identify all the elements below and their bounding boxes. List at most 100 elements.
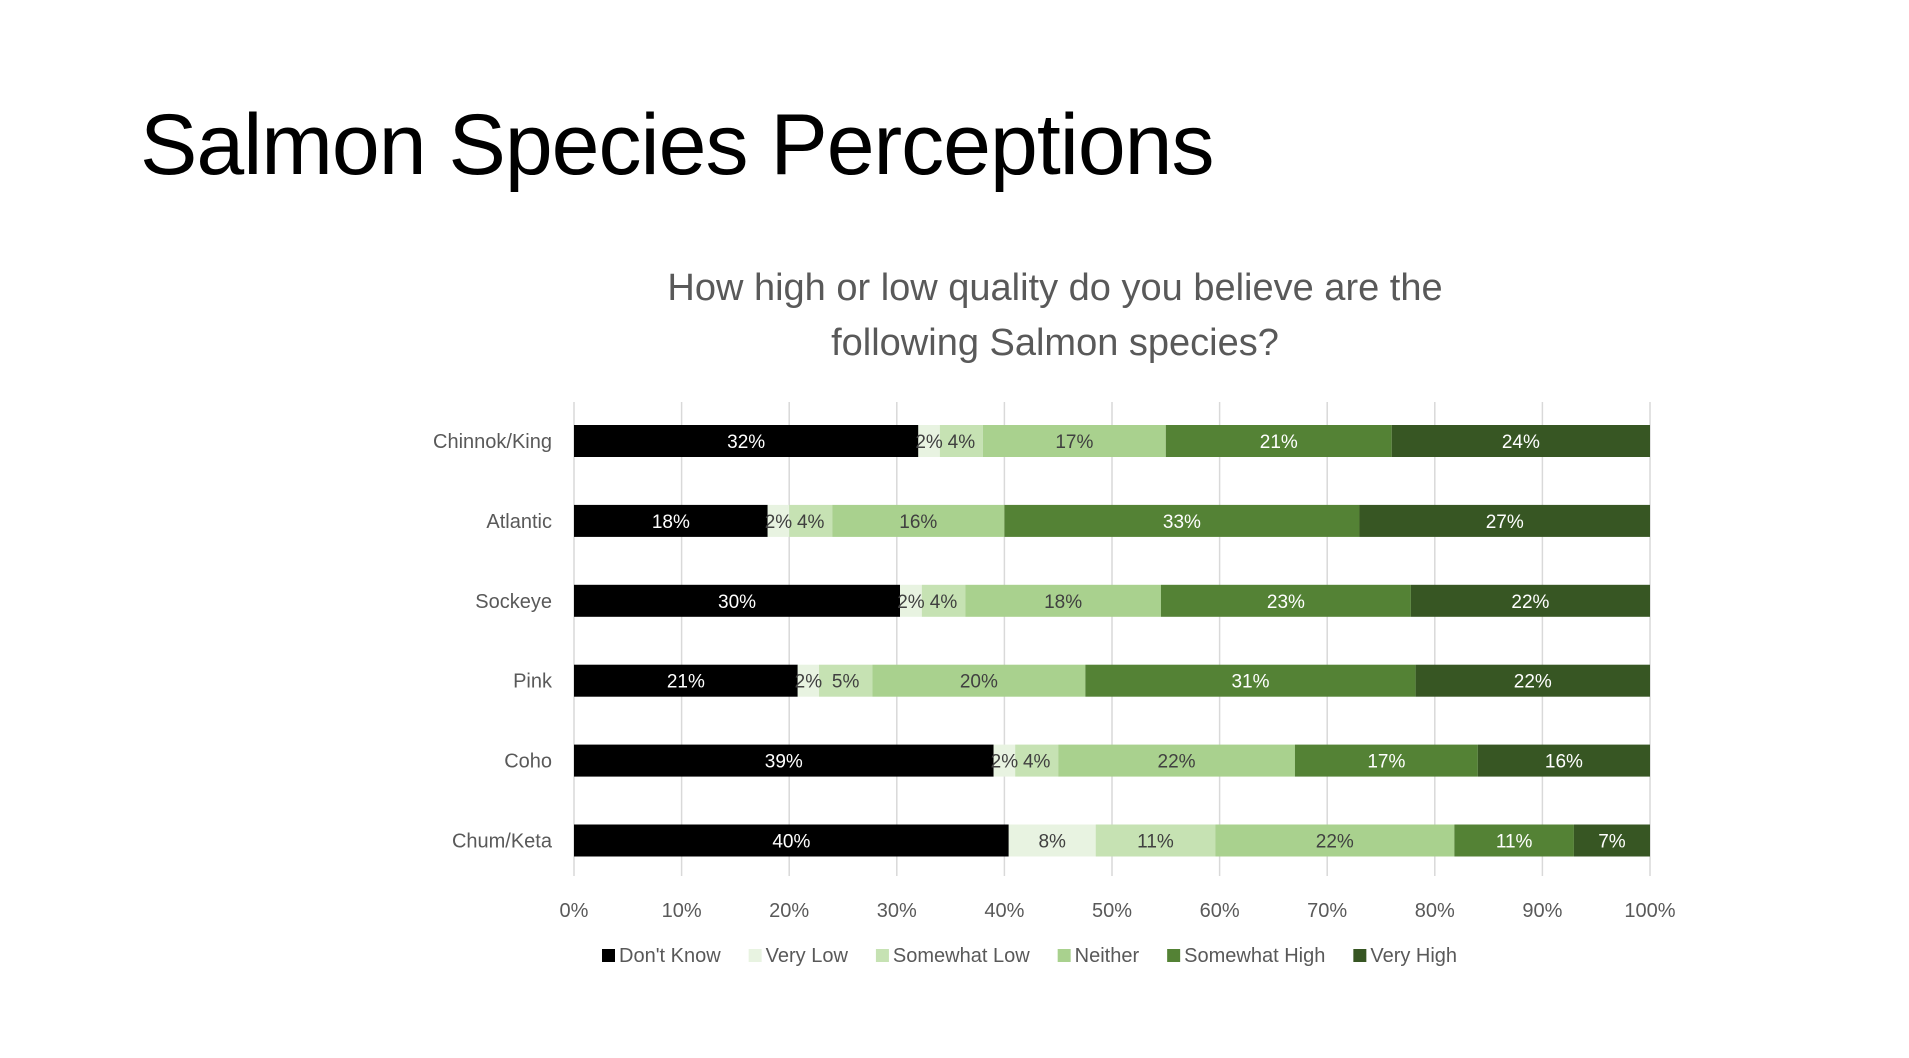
x-tick-label: 50% <box>1092 900 1132 922</box>
data-label: 2% <box>897 592 925 613</box>
legend-swatch <box>875 949 889 962</box>
data-label: 2% <box>765 512 793 533</box>
chart-title-line-2: following Salmon species? <box>831 322 1279 364</box>
category-label: Pink <box>513 671 553 693</box>
bar-segment <box>1015 744 1059 777</box>
bar-segment <box>574 504 768 537</box>
bar-segment <box>1410 584 1650 617</box>
data-label: 21% <box>1260 432 1298 453</box>
category-label: Chum/Keta <box>452 831 553 853</box>
data-label: 18% <box>652 512 690 533</box>
data-label: 4% <box>948 432 976 453</box>
x-axis-ticks: 0% 10% 20% 30% 40% 50% 60% 70% 80% 90% 100% <box>560 900 1676 922</box>
data-label: 17% <box>1367 752 1405 773</box>
data-label: 16% <box>899 512 937 533</box>
data-label: 31% <box>1231 672 1269 693</box>
bar-segment <box>1058 744 1295 777</box>
bar-segment <box>1415 664 1650 697</box>
bar-segment <box>1215 824 1455 857</box>
bar-segment <box>1085 664 1416 697</box>
data-label: 11% <box>1496 832 1533 853</box>
data-label: 8% <box>1038 832 1066 853</box>
x-tick-label: 40% <box>984 900 1024 922</box>
data-label: 32% <box>727 432 765 453</box>
bar-segment <box>939 425 983 457</box>
bar-segment <box>1160 584 1411 617</box>
legend-label: Very Low <box>766 945 849 967</box>
x-tick-label: 20% <box>769 900 809 922</box>
bar-segment <box>982 425 1166 457</box>
data-label: 2% <box>795 672 823 693</box>
legend-label: Neither <box>1075 945 1140 967</box>
bar-segment <box>1573 824 1650 857</box>
data-label: 23% <box>1267 592 1305 613</box>
data-label: 18% <box>1044 592 1082 613</box>
data-label: 4% <box>930 592 958 613</box>
bar-segment <box>1359 504 1650 537</box>
bar-segment <box>574 425 919 457</box>
category-label: Chinnok/King <box>433 431 552 453</box>
data-label: 22% <box>1514 672 1552 693</box>
data-label: 40% <box>772 832 810 853</box>
data-label: 22% <box>1316 832 1354 853</box>
data-label: 30% <box>718 592 756 613</box>
x-tick-label: 70% <box>1307 900 1347 922</box>
legend-swatch <box>748 949 762 962</box>
data-label: 39% <box>765 752 803 773</box>
bar-segment <box>574 664 798 697</box>
chart-title-line-1: How high or low quality do you believe a… <box>667 267 1442 309</box>
bar-segment <box>797 664 820 697</box>
bar-segment <box>1095 824 1216 857</box>
bar-segment <box>993 744 1016 777</box>
data-label: 22% <box>1158 752 1196 773</box>
data-label: 5% <box>832 672 860 693</box>
category-label: Coho <box>504 751 552 773</box>
bar-segment <box>965 584 1161 617</box>
bar-segment <box>1477 744 1650 777</box>
data-label: 24% <box>1502 432 1540 453</box>
bar-segment <box>921 584 966 617</box>
bar-segment <box>1165 425 1392 457</box>
bars <box>574 425 1650 857</box>
legend-label: Very High <box>1370 945 1457 967</box>
category-label: Atlantic <box>486 511 552 533</box>
data-label: 27% <box>1486 512 1524 533</box>
bar-segment <box>872 664 1086 697</box>
data-labels: 32% 2% 4% 17% 21% 24%18% 2% 4% 16% 33% 27%30% 2% 4% 1… <box>652 432 1626 853</box>
bar-segment <box>1008 824 1096 857</box>
data-label: 2% <box>915 432 943 453</box>
bar-segment <box>819 664 873 697</box>
legend-swatch <box>1167 949 1181 962</box>
bar-segment <box>767 504 790 537</box>
bar-segment <box>900 584 922 617</box>
slide-title: Salmon Species Perceptions <box>140 97 1214 193</box>
bar-segment <box>574 824 1009 857</box>
legend: Don't Know Very Low Somewhat Low Neither Som… <box>602 945 1457 967</box>
bar-segment <box>1294 744 1478 777</box>
x-tick-label: 80% <box>1415 900 1455 922</box>
category-labels: Chinnok/King Atlantic Sockeye Pink Coho Chum/… <box>433 431 553 853</box>
bar-segment <box>1004 504 1360 537</box>
data-label: 7% <box>1598 832 1626 853</box>
data-label: 33% <box>1163 512 1201 533</box>
x-tick-label: 10% <box>662 900 702 922</box>
x-tick-label: 30% <box>877 900 917 922</box>
legend-label: Somewhat High <box>1184 945 1325 967</box>
data-label: 20% <box>960 672 998 693</box>
data-label: 2% <box>991 752 1019 773</box>
bar-segment <box>918 425 940 457</box>
x-tick-label: 60% <box>1200 900 1240 922</box>
data-label: 21% <box>667 672 705 693</box>
x-tick-label: 100% <box>1624 900 1675 922</box>
x-tick-label: 90% <box>1522 900 1562 922</box>
legend-swatch <box>1057 949 1071 962</box>
legend-label: Somewhat Low <box>893 945 1030 967</box>
data-label: 22% <box>1511 592 1549 613</box>
data-label: 16% <box>1545 752 1583 773</box>
legend-label: Don't Know <box>619 945 721 967</box>
data-label: 17% <box>1055 432 1093 453</box>
data-label: 11% <box>1137 832 1174 853</box>
bar-segment <box>1454 824 1574 857</box>
gridlines <box>573 402 1651 876</box>
